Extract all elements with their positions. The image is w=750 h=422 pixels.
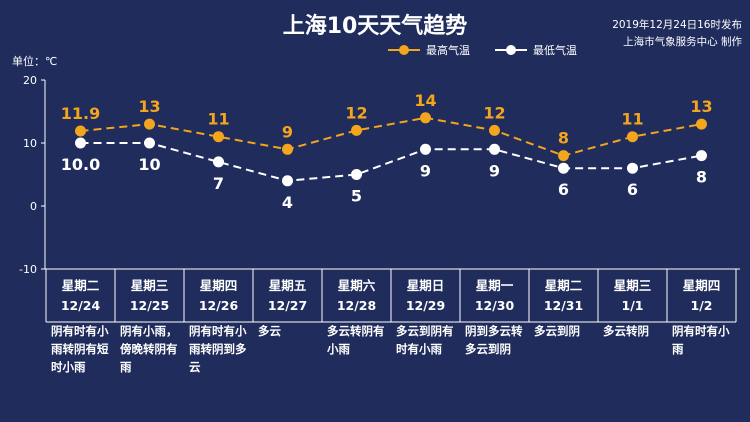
date-label: 12/31 (543, 298, 584, 313)
data-label-high: 11 (621, 110, 643, 129)
weather-description: 阴有时有小雨转阴到多云 (189, 324, 247, 374)
data-label-high: 11 (207, 110, 229, 129)
weather-description: 阴有小雨，傍晚转阴有雨 (120, 324, 178, 374)
weather-description: 多云 (258, 324, 281, 338)
point-high (75, 125, 86, 137)
point-low (75, 137, 86, 149)
legend-low-label: 最低气温 (533, 44, 577, 57)
day-cell: 星期四 12/26 (184, 270, 253, 322)
point-high (558, 150, 569, 162)
day-cell: 星期二 12/31 (529, 270, 598, 322)
weekday-label: 星期日 (406, 278, 445, 293)
y-tick-label: 20 (23, 74, 37, 87)
data-label-low: 9 (420, 161, 431, 180)
point-low (282, 175, 293, 187)
data-label-high: 14 (414, 91, 436, 110)
data-label-high: 11.9 (61, 104, 100, 123)
day-cell: 星期日 12/29 (391, 270, 460, 322)
weather-description: 多云转阴 (603, 324, 649, 338)
publisher: 上海市气象服务中心 制作 (623, 36, 742, 48)
date-label: 12/29 (405, 298, 446, 313)
y-tick-label: -10 (19, 263, 37, 276)
weekday-label: 星期六 (337, 278, 376, 293)
point-high (420, 112, 431, 124)
data-label-low: 7 (213, 174, 224, 193)
point-low (144, 137, 155, 149)
point-low (420, 143, 431, 155)
weekday-label: 星期四 (199, 278, 238, 293)
data-label-low: 10 (138, 155, 160, 174)
date-label: 1/1 (621, 298, 644, 313)
publish-time: 2019年12月24日16时发布 (612, 19, 742, 31)
data-label-low: 6 (558, 180, 569, 199)
data-label-high: 13 (138, 97, 160, 116)
weekday-label: 星期二 (61, 278, 100, 293)
day-cell: 星期一 12/30 (460, 270, 529, 322)
weather-description: 多云转阴有小雨 (327, 324, 385, 356)
day-cell: 星期四 1/2 (667, 270, 736, 322)
weather-description: 多云到阴有时有小雨 (396, 324, 454, 356)
series-line-high (80, 116, 702, 157)
unit-label: 单位：℃ (12, 55, 58, 68)
data-label-low: 6 (627, 180, 638, 199)
data-label-high: 12 (345, 103, 367, 122)
weekday-label: 星期四 (682, 278, 721, 293)
point-high (144, 118, 155, 130)
publish-info: 2019年12月24日16时发布 上海市气象服务中心 制作 (612, 17, 742, 51)
legend-high-label: 最高气温 (426, 44, 470, 57)
point-high (696, 118, 707, 130)
point-low (696, 150, 707, 162)
day-cell: 星期六 12/28 (322, 270, 391, 322)
date-label: 12/25 (129, 298, 170, 313)
data-label-low: 9 (489, 161, 500, 180)
y-tick-label: 10 (23, 137, 37, 150)
point-low (351, 169, 362, 180)
point-high (282, 143, 293, 155)
data-label-low: 10.0 (61, 155, 100, 174)
point-low (627, 162, 638, 174)
point-high (351, 124, 362, 136)
legend-high-icon (388, 45, 420, 55)
data-label-low: 5 (351, 187, 362, 206)
weather-description: 阴到多云转多云到阴 (465, 324, 523, 356)
data-label-low: 4 (282, 193, 293, 212)
point-high (627, 131, 638, 143)
weekday-label: 星期三 (613, 278, 652, 293)
page-title: 上海10天天气趋势 (282, 14, 468, 39)
data-label-high: 12 (483, 103, 505, 122)
date-label: 12/27 (267, 298, 308, 313)
date-label: 12/26 (198, 298, 239, 313)
day-cell: 星期三 1/1 (598, 270, 667, 322)
date-label: 12/28 (336, 298, 377, 313)
point-high (213, 131, 224, 143)
data-label-high: 9 (282, 122, 293, 141)
y-tick-label: 0 (30, 200, 37, 213)
point-high (489, 124, 500, 136)
weather-description: 阴有时有小雨 (672, 324, 730, 356)
date-label: 12/24 (60, 298, 101, 313)
weekday-label: 星期二 (544, 278, 583, 293)
point-low (558, 162, 569, 174)
data-label-high: 13 (690, 97, 712, 116)
series-line-low (80, 142, 702, 182)
weekday-label: 星期一 (475, 278, 514, 293)
legend-low-icon (495, 45, 527, 55)
point-low (213, 156, 224, 168)
data-label-high: 8 (558, 129, 569, 148)
data-label-low: 8 (696, 168, 707, 187)
date-label: 12/30 (474, 298, 515, 313)
date-label: 1/2 (690, 298, 713, 313)
weather-description: 多云到阴 (534, 324, 580, 338)
legend-low: 最低气温 (495, 42, 577, 58)
legend-high: 最高气温 (388, 42, 470, 58)
weekday-label: 星期五 (268, 278, 307, 293)
day-cell: 星期五 12/27 (253, 270, 322, 322)
point-low (489, 143, 500, 155)
weather-description: 阴有时有小雨转阴有短时小雨 (51, 324, 109, 374)
day-cell: 星期二 12/24 (46, 270, 115, 322)
weekday-label: 星期三 (130, 278, 169, 293)
day-cell: 星期三 12/25 (115, 270, 184, 322)
